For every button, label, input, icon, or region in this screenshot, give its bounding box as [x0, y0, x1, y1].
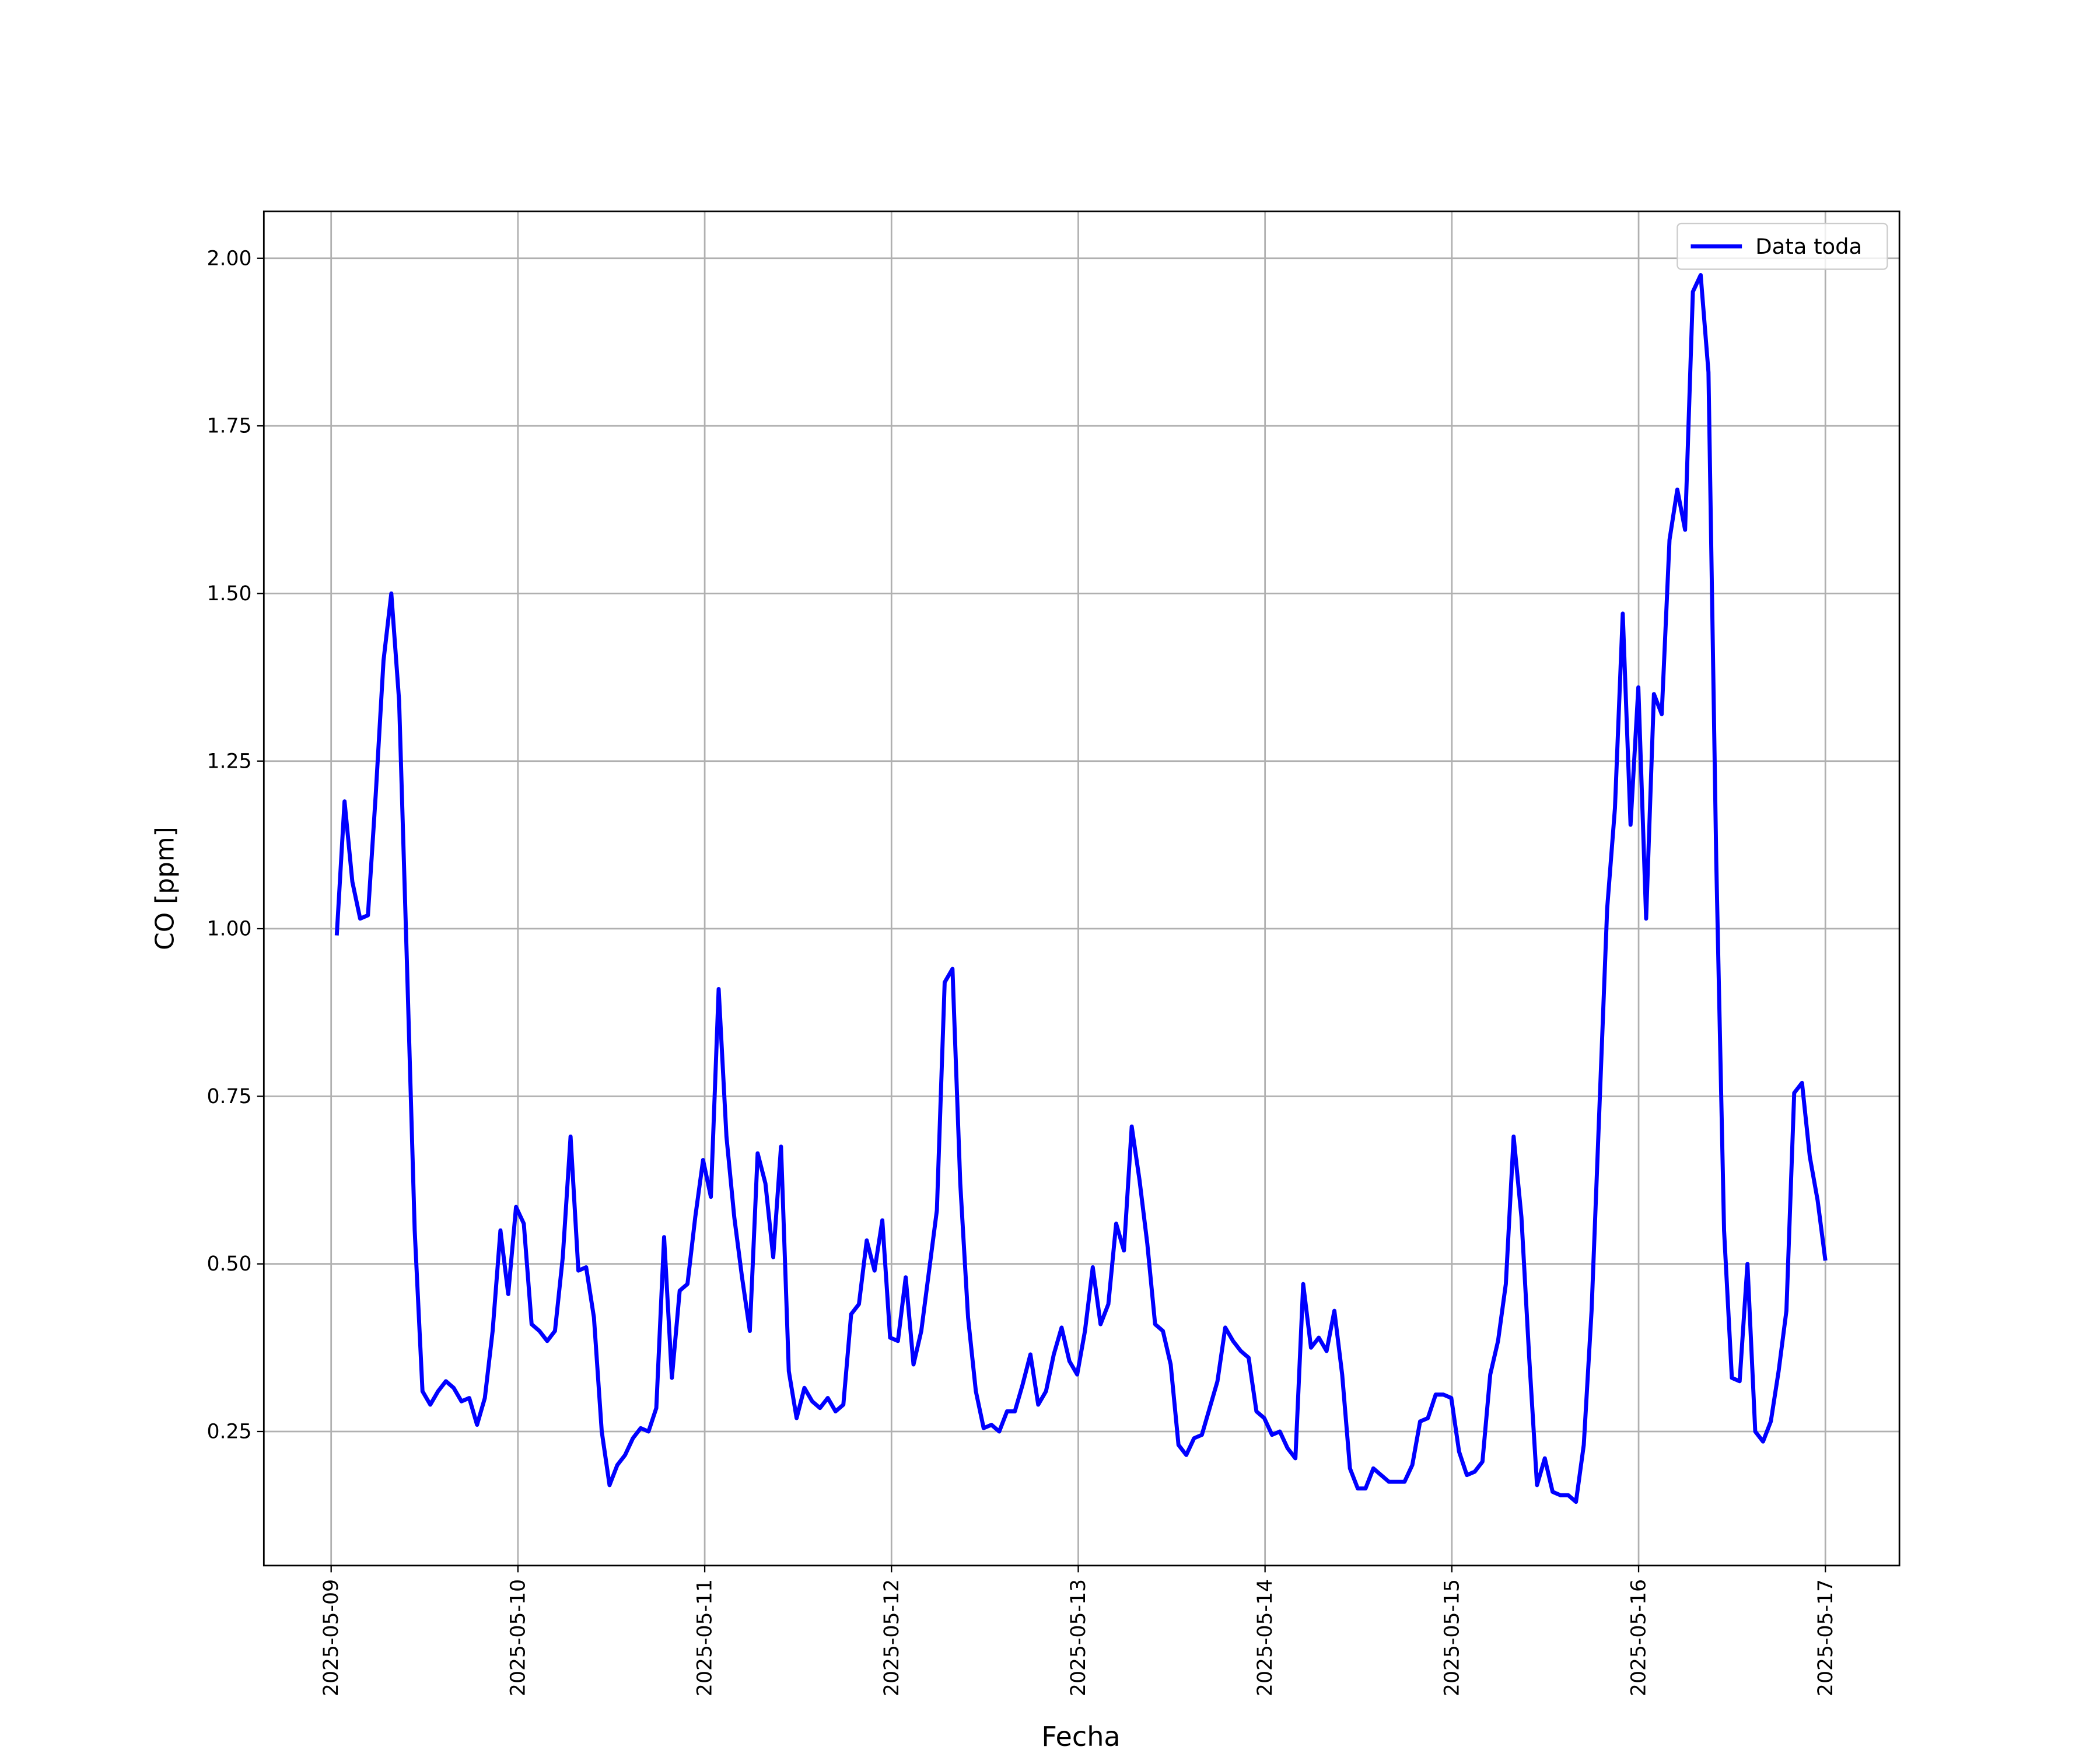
y-tick-label: 1.75 — [206, 415, 251, 438]
plot-area: 0.25 0.50 0.75 1.00 1.25 1.50 1.75 2.00 2025-05-… — [206, 210, 1901, 1696]
x-tick-label: 2025-05-09 — [320, 1579, 343, 1696]
x-tick-label: 2025-05-12 — [880, 1579, 904, 1696]
y-tick-label: 0.25 — [206, 1420, 251, 1444]
y-tick-label: 1.00 — [206, 918, 251, 941]
y-tick-label: 2.00 — [206, 247, 251, 270]
x-tick-label: 2025-05-13 — [1067, 1579, 1090, 1696]
data-line — [334, 273, 1828, 1504]
x-tick-label: 2025-05-14 — [1254, 1579, 1277, 1696]
legend-label: Data toda — [1755, 234, 1862, 259]
x-tick-label: 2025-05-17 — [1814, 1579, 1838, 1696]
y-tick-label: 1.25 — [206, 750, 251, 773]
legend-box — [1676, 222, 1888, 270]
y-axis-label: CO [ppm] — [150, 827, 180, 950]
x-tick-label: 2025-05-15 — [1440, 1579, 1464, 1696]
y-tick-label: 0.75 — [206, 1085, 251, 1108]
legend: Data toda — [1676, 222, 1888, 270]
x-axis-label: Fecha — [1041, 1721, 1120, 1750]
y-tick-label: 1.50 — [206, 582, 251, 606]
axes-frame — [262, 210, 1901, 1567]
y-tick-label: 0.50 — [206, 1252, 251, 1276]
x-tick-label: 2025-05-10 — [506, 1579, 530, 1696]
x-tick-label: 2025-05-11 — [694, 1579, 717, 1696]
x-tick-label: 2025-05-16 — [1628, 1579, 1651, 1696]
